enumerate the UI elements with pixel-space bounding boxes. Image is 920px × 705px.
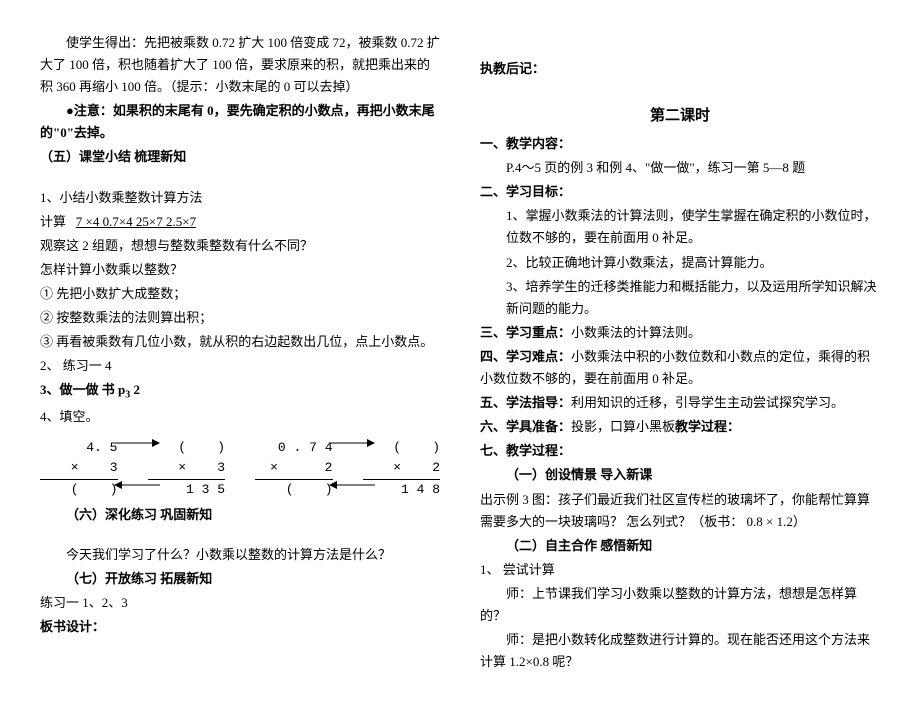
h3-line: 三、学习重点：小数乘法的计算法则。: [480, 322, 880, 344]
teacher-1: 师：上节课我们学习小数乘以整数的计算方法，想想是怎样算的？: [480, 583, 880, 627]
h2-label: 二、学习目标：: [480, 181, 880, 203]
exercise-7: 练习一 1、2、3: [40, 592, 440, 614]
observation: 观察这 2 组题，想想与整数乘整数有什么不同？: [40, 235, 440, 257]
post-note: 执教后记：: [480, 58, 880, 80]
h5-content: 利用知识的迁移，引导学生主动尝试探究学习。: [571, 395, 844, 410]
h7-label: 七、教学过程：: [480, 440, 880, 462]
mb2-r1: ( ): [148, 438, 226, 458]
page-container: 使学生得出：先把被乘数 0.72 扩大 100 倍变成 72，被乘数 0.72 …: [40, 30, 880, 675]
mult-block-3: 0 . 7 4 × 2 ( ): [255, 438, 333, 500]
mb4-r3: 1 4 8: [363, 480, 441, 500]
right-column: 执教后记： 第二课时 一、教学内容： P.4～5 页的例 3 和例 4、"做一做…: [480, 30, 880, 675]
mb2-r2: × 3: [148, 458, 226, 478]
sub-2: （二）自主合作 感悟新知: [480, 535, 880, 557]
h6-line: 六、学具准备：投影，口算小黑板教学过程：: [480, 416, 880, 438]
today-question: 今天我们学习了什么？小数乘以整数的计算方法是什么？: [40, 544, 440, 566]
mb4-r1: ( ): [363, 438, 441, 458]
section-6-heading: （六）深化练习 巩固新知: [40, 504, 440, 526]
h1-line: 一、教学内容：: [480, 133, 880, 155]
mb3-r3: ( ): [255, 480, 333, 500]
goal-1: 1、掌握小数乘法的计算法则，使学生掌握在确定积的小数位时，位数不够的，要在前面用…: [480, 205, 880, 249]
step-2: ② 按整数乘法的法则算出积；: [40, 307, 440, 329]
section-7-heading: （七）开放练习 拓展新知: [40, 568, 440, 590]
item-2: 2、 练习一 4: [40, 355, 440, 377]
teacher-2: 师：是把小数转化成整数进行计算的。现在能否还用这个方法来计算 1.2×0.8 呢…: [480, 629, 880, 673]
mb1-r1: 4. 5: [40, 438, 118, 458]
h6-tail: 教学过程：: [675, 419, 740, 434]
h4-line: 四、学习难点：小数乘法中积的小数位数和小数点的定位，乘得的积小数位数不够的，要在…: [480, 346, 880, 390]
question-1: 怎样计算小数乘以整数？: [40, 259, 440, 281]
h4-label: 四、学习难点：: [480, 349, 571, 364]
mult-block-1: 4. 5 × 3 ( ): [40, 438, 118, 500]
board-design: 板书设计：: [40, 616, 440, 638]
mult-block-2: ( ) × 3 1 3 5: [148, 438, 226, 500]
mb3-r2: × 2: [255, 458, 333, 478]
lesson-title: 第二课时: [480, 104, 880, 125]
h6-content: 投影，口算小黑板: [571, 419, 675, 434]
section-5-heading: （五）课堂小结 梳理新知: [40, 146, 440, 168]
try-calc: 1、 尝试计算: [480, 559, 880, 581]
calc-items: 7 ×4 0.7×4 25×7 2.5×7: [76, 214, 196, 229]
multiplication-row: 4. 5 × 3 ( ) ( ) × 3 1 3 5 0 . 7 4 × 2: [40, 438, 440, 500]
mb1-r2: × 3: [40, 458, 118, 478]
calc-label: 计算: [40, 214, 66, 229]
note-line: ●注意：如果积的末尾有 0，要先确定积的小数点，再把小数末尾的"0"去掉。: [40, 100, 440, 144]
intro-para: 使学生得出：先把被乘数 0.72 扩大 100 倍变成 72，被乘数 0.72 …: [40, 32, 440, 98]
goal-2: 2、比较正确地计算小数乘法，提高计算能力。: [480, 252, 880, 274]
item-3: 3、做一做 书 p3 2: [40, 379, 440, 404]
h6-label: 六、学具准备：: [480, 419, 571, 434]
h1-label: 一、教学内容：: [480, 136, 571, 151]
h3-content: 小数乘法的计算法则。: [571, 325, 701, 340]
mb4-r2: × 2: [363, 458, 441, 478]
mb2-r3: 1 3 5: [148, 480, 226, 500]
calc-line: 计算 7 ×4 0.7×4 25×7 2.5×7: [40, 211, 440, 233]
mb3-r1: 0 . 7 4: [255, 438, 333, 458]
mult-block-4: ( ) × 2 1 4 8: [363, 438, 441, 500]
left-column: 使学生得出：先把被乘数 0.72 扩大 100 倍变成 72，被乘数 0.72 …: [40, 30, 440, 675]
summary-1: 1、小结小数乘整数计算方法: [40, 187, 440, 209]
example-3: 出示例 3 图：孩子们最近我们社区宣传栏的玻璃坏了，你能帮忙算算需要多大的一块玻…: [480, 489, 880, 533]
h5-line: 五、学法指导：利用知识的迁移，引导学生主动尝试探究学习。: [480, 392, 880, 414]
mb1-r3: ( ): [40, 480, 118, 500]
step-1: ① 先把小数扩大成整数；: [40, 283, 440, 305]
h1-content: P.4～5 页的例 3 和例 4、"做一做"，练习一第 5—8 题: [480, 157, 880, 179]
step-3: ③ 再看被乘数有几位小数，就从积的右边起数出几位，点上小数点。: [40, 331, 440, 353]
goal-3: 3、培养学生的迁移类推能力和概括能力，以及运用所学知识解决新问题的能力。: [480, 276, 880, 320]
sub-1: （一）创设情景 导入新课: [480, 464, 880, 486]
h3-label: 三、学习重点：: [480, 325, 571, 340]
h5-label: 五、学法指导：: [480, 395, 571, 410]
item-4: 4、填空。: [40, 406, 440, 428]
